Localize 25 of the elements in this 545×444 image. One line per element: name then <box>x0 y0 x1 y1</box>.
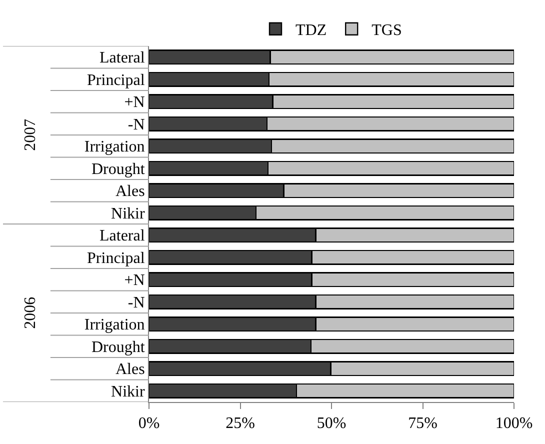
y-tick-label: Principal <box>87 250 146 267</box>
y-tick-label: Irrigation <box>84 138 145 156</box>
y-tick-label: Drought <box>91 160 146 178</box>
x-tick-label: 100% <box>495 415 533 432</box>
y-tick-label: Lateral <box>100 228 146 245</box>
x-tick-label: 0% <box>138 415 160 432</box>
y-tick-label: -N <box>128 294 146 312</box>
y-tick-label: Nikir <box>111 383 146 400</box>
x-tick-label: 25% <box>226 415 255 432</box>
y-tick-label: Drought <box>91 338 146 356</box>
y-tick-label: Principal <box>87 72 146 89</box>
y-tick-label: Irrigation <box>84 316 145 334</box>
y-tick-label: Nikir <box>111 205 146 222</box>
x-tick-label: 75% <box>408 415 438 432</box>
y-tick-label: +N <box>124 272 146 290</box>
text: 2007 <box>22 118 39 151</box>
y-tick-label: +N <box>124 94 146 112</box>
x-tick-label: 50% <box>316 415 346 432</box>
y-tick-label: Lateral <box>100 50 146 67</box>
y-tick-label: Ales <box>115 183 145 200</box>
legend-label: TGS <box>372 22 402 40</box>
text: 2006 <box>22 296 39 329</box>
legend-label: TDZ <box>296 22 327 40</box>
y-tick-label: -N <box>128 116 146 134</box>
y-tick-label: Ales <box>115 361 145 378</box>
